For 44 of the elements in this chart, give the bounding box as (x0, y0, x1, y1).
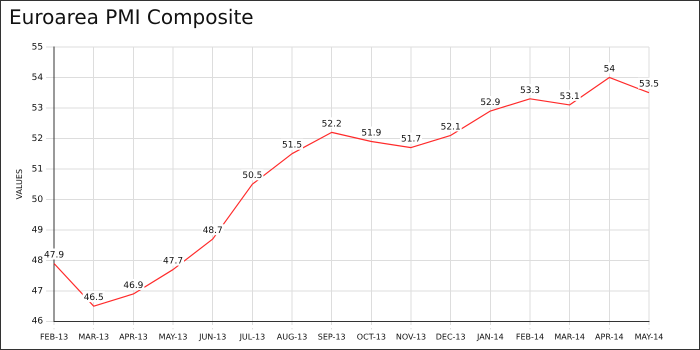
x-tick-label: SEP-13 (318, 332, 346, 342)
x-tick-label: MAR-14 (554, 332, 586, 342)
data-label: 46.5 (84, 293, 104, 304)
data-label: 51.7 (400, 134, 422, 145)
x-tick-label: NOV-13 (396, 332, 426, 342)
x-tick-label: JUN-13 (198, 332, 226, 342)
x-tick-label: JAN-14 (476, 332, 504, 342)
data-label: 52.1 (440, 122, 461, 132)
data-label: 53.5 (638, 80, 660, 90)
x-tick-label: JUL-13 (238, 332, 266, 342)
data-label: 51.5 (282, 140, 302, 151)
y-tick-label: 47 (32, 286, 44, 296)
x-tick-label: APR-14 (595, 332, 624, 342)
data-label: 52.2 (322, 119, 342, 130)
data-label: 51.9 (361, 128, 382, 139)
data-label: 53.1 (560, 92, 580, 102)
data-label: 48.7 (202, 226, 223, 236)
data-label: 47.7 (163, 256, 184, 267)
y-tick-label: 53 (32, 103, 44, 114)
x-tick-label: AUG-13 (276, 332, 308, 342)
x-tick-label: MAY-14 (634, 332, 664, 342)
data-label: 50.5 (242, 171, 262, 182)
data-label: 46.9 (123, 280, 144, 291)
y-tick-label: 55 (32, 42, 44, 52)
x-tick-label: FEB-14 (516, 332, 544, 342)
x-tick-label: OCT-13 (356, 332, 386, 342)
data-label: 47.9 (44, 250, 64, 260)
data-label: 53.3 (520, 86, 540, 96)
x-tick-label: APR-13 (119, 332, 148, 342)
y-tick-label: 46 (32, 316, 44, 327)
x-tick-label: MAR-13 (78, 332, 110, 342)
data-label: 52.9 (480, 98, 501, 108)
y-tick-label: 48 (32, 256, 44, 266)
chart-title: Euroarea PMI Composite (9, 5, 254, 29)
y-tick-label: 51 (32, 164, 44, 174)
y-tick-label: 52 (32, 134, 44, 144)
y-tick-label: 50 (32, 194, 44, 205)
y-axis-title: VALUES (14, 168, 24, 200)
x-tick-label: MAY-13 (158, 332, 188, 342)
y-tick-label: 54 (32, 72, 44, 83)
x-tick-label: FEB-13 (40, 332, 68, 342)
y-tick-label: 49 (32, 225, 44, 236)
data-label: 54 (604, 64, 616, 74)
x-tick-label: DEC-13 (436, 332, 466, 342)
